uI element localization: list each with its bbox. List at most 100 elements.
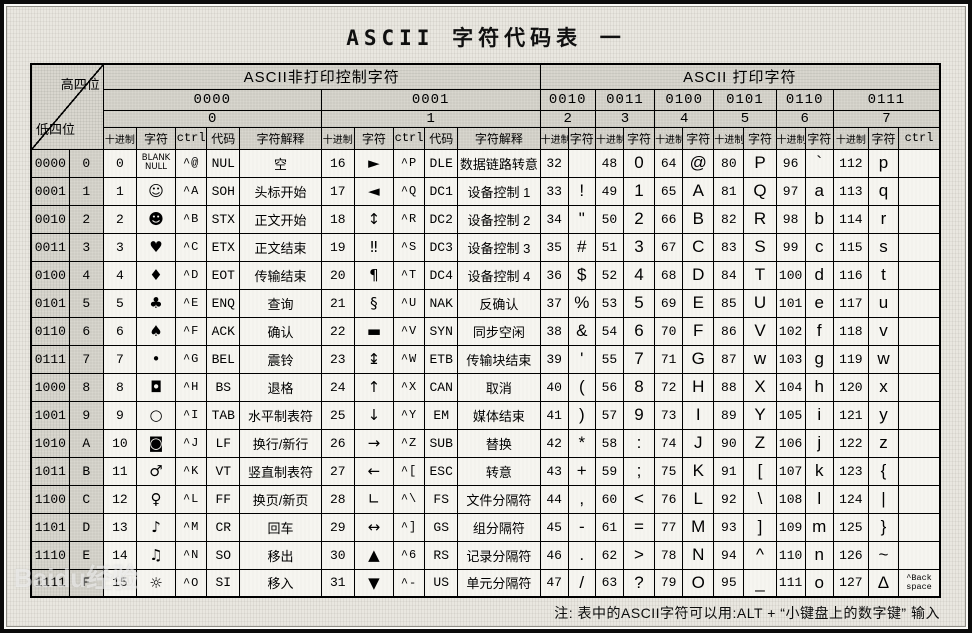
- char-cell: [567, 148, 596, 178]
- code-cell: DLE: [424, 148, 459, 178]
- char-cell: b: [804, 204, 834, 234]
- decimal-cell: 93: [713, 512, 745, 542]
- ctrl-cell: [898, 316, 941, 346]
- char-cell: P: [743, 148, 777, 178]
- char-cell: ∟: [353, 484, 395, 514]
- col-header-decimal: 十进制: [832, 126, 869, 150]
- decimal-cell: 68: [654, 260, 684, 290]
- char-cell: /: [567, 568, 596, 598]
- decimal-cell: 78: [654, 540, 684, 570]
- table-row: 1100 C 12 ♀ ^L FF 换页/新页 28 ∟ ^\ FS 文件分隔符 44, 60 <76 L 92…: [30, 484, 941, 514]
- ctrl-cell: ^J: [175, 428, 208, 458]
- decimal-cell: 41: [539, 400, 569, 430]
- digit-header: 6: [775, 109, 834, 128]
- desc-cell: 换行/新行: [239, 428, 322, 458]
- code-cell: ENQ: [206, 288, 241, 318]
- char-cell: D: [682, 260, 715, 290]
- decimal-cell: 45: [539, 512, 569, 542]
- code-cell: SI: [206, 568, 241, 598]
- char-cell: M: [682, 512, 715, 542]
- char-cell: ¶: [353, 260, 395, 290]
- table-row: 0101 5 5 ♣ ^E ENQ 查询 21 § ^U NAK 反确认 37% 53 5 69 E 85 U 101…: [30, 288, 941, 318]
- char-cell: p: [867, 148, 900, 178]
- row-low-bits: 1011: [30, 456, 70, 486]
- decimal-cell: 33: [539, 176, 569, 206]
- char-cell: v: [867, 316, 900, 346]
- char-cell: O: [682, 568, 715, 598]
- char-cell: ♪: [135, 512, 177, 542]
- decimal-cell: 88: [713, 372, 745, 402]
- high-nibble-label: 高四位: [60, 77, 100, 92]
- decimal-cell: 43: [539, 456, 569, 486]
- char-cell: →: [353, 428, 395, 458]
- decimal-cell: 87: [713, 344, 745, 374]
- char-cell: +: [567, 456, 596, 486]
- char-cell: C: [682, 232, 715, 262]
- char-cell: ←: [353, 456, 395, 486]
- col-header-code: 代码: [424, 126, 459, 150]
- decimal-cell: 39: [539, 344, 569, 374]
- decimal-cell: 110: [775, 540, 806, 570]
- decimal-cell: 42: [539, 428, 569, 458]
- char-cell: &: [567, 316, 596, 346]
- ctrl-cell: ^H: [175, 372, 208, 402]
- ctrl-cell: ^U: [392, 288, 426, 318]
- col-header-ctrl: ctrl: [898, 126, 941, 150]
- decimal-cell: 79: [654, 568, 684, 598]
- decimal-cell: 121: [832, 400, 869, 430]
- table-row: 0111 7 7 • ^G BEL 震铃 23 ↨ ^W ETB 传输块结束 39 ' 55 7 71 G 87 w 1…: [30, 344, 941, 374]
- col-header-decimal: 十进制: [775, 126, 806, 150]
- digit-header: 1: [320, 109, 541, 128]
- char-cell: m: [804, 512, 834, 542]
- ctrl-cell: [898, 204, 941, 234]
- row-hex: C: [68, 484, 104, 514]
- col-header-decimal: 十进制: [654, 126, 684, 150]
- code-cell: BEL: [206, 344, 241, 374]
- ctrl-cell: [898, 400, 941, 430]
- char-cell: @: [682, 148, 715, 178]
- col-header-decimal: 十进制: [320, 126, 355, 150]
- char-cell: 6: [622, 316, 656, 346]
- decimal-cell: 6: [102, 316, 137, 346]
- code-cell: LF: [206, 428, 241, 458]
- decimal-cell: 107: [775, 456, 806, 486]
- bits-header: 0000: [102, 88, 322, 111]
- code-cell: CAN: [424, 372, 459, 402]
- ctrl-cell: ^Z: [392, 428, 426, 458]
- row-hex: F: [68, 568, 104, 598]
- char-cell: ↓: [353, 400, 395, 430]
- decimal-cell: 89: [713, 400, 745, 430]
- desc-cell: 同步空闲: [457, 316, 541, 346]
- ctrl-cell: ^X: [392, 372, 426, 402]
- decimal-cell: 56: [594, 372, 624, 402]
- col-header-char: 字符: [353, 126, 395, 150]
- decimal-cell: 118: [832, 316, 869, 346]
- decimal-cell: 94: [713, 540, 745, 570]
- col-header-desc: 字符解释: [457, 126, 541, 150]
- desc-cell: 回车: [239, 512, 322, 542]
- decimal-cell: 31: [320, 568, 355, 598]
- decimal-cell: 114: [832, 204, 869, 234]
- decimal-cell: 64: [654, 148, 684, 178]
- ctrl-cell: ^@: [175, 148, 208, 178]
- col-header-char: 字符: [567, 126, 596, 150]
- decimal-cell: 1: [102, 176, 137, 206]
- code-cell: NAK: [424, 288, 459, 318]
- char-cell: I: [682, 400, 715, 430]
- ctrl-cell: ^T: [392, 260, 426, 290]
- table-row: 0011 3 3 ♥ ^C ETX 正文结束 19 ‼ ^S DC3 设备控制 3 35 #51 3 67 C 8…: [30, 232, 941, 262]
- decimal-cell: 119: [832, 344, 869, 374]
- char-cell: ;: [622, 456, 656, 486]
- footnote: 注: 表中的ASCII字符可以用:ALT + “小键盘上的数字键” 输入: [554, 605, 940, 621]
- decimal-cell: 97: [775, 176, 806, 206]
- table-row: 0010 2 2 ☻ ^B STX 正文开始 18 ↕ ^R DC2 设备控制 2 34 " 50 2 66 B 8…: [30, 204, 941, 234]
- code-cell: GS: [424, 512, 459, 542]
- table-row: 1101 D 13 ♪ ^M CR 回车 29 ↔ ^] GS 组分隔符 45-61 = 77 M 93] 109…: [30, 512, 941, 542]
- decimal-cell: 34: [539, 204, 569, 234]
- decimal-cell: 124: [832, 484, 869, 514]
- row-hex: 7: [68, 344, 104, 374]
- desc-cell: 震铃: [239, 344, 322, 374]
- code-cell: RS: [424, 540, 459, 570]
- ctrl-cell: ^D: [175, 260, 208, 290]
- char-cell: ◄: [353, 176, 395, 206]
